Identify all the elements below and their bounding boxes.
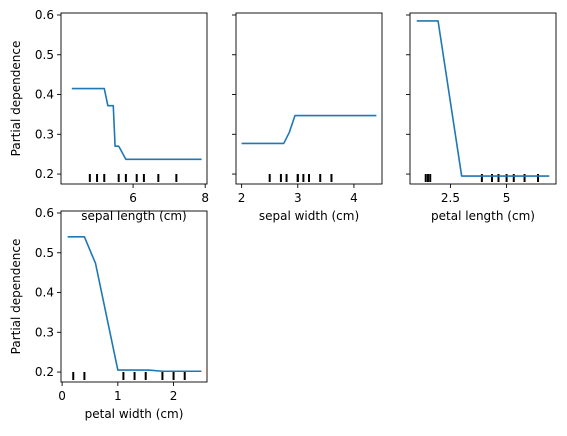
pd-panel-3: 2.5 5 petal length (cm) (406, 12, 557, 223)
x-tick-label: 2.5 (441, 191, 460, 205)
y-tick-label: 0.2 (35, 167, 54, 181)
x-tick-label: 3 (294, 191, 302, 205)
pd-series-line (416, 20, 550, 177)
axes-frame (235, 12, 383, 185)
x-tick-label: 4 (350, 191, 358, 205)
pd-series-line (71, 87, 202, 161)
pd-series-line (241, 114, 377, 145)
y-tick-label: 0.3 (35, 325, 54, 339)
x-axis-label: sepal length (cm) (81, 209, 186, 223)
axes-frame (60, 12, 208, 185)
axes-frame (409, 12, 557, 185)
x-axis-label: sepal width (cm) (259, 209, 359, 223)
x-tick-label: 8 (201, 191, 209, 205)
x-axis-label: petal length (cm) (431, 209, 535, 223)
x-tick-label: 2 (238, 191, 246, 205)
x-tick-label: 1 (114, 389, 122, 403)
x-tick-label: 5 (503, 191, 511, 205)
y-tick-label: 0.3 (35, 127, 54, 141)
y-tick-label: 0.5 (35, 246, 54, 260)
x-axis-label: petal width (cm) (85, 407, 184, 421)
pd-panel-4: 0.2 0.3 0.4 0.5 0.6 0 1 2 petal width (cm) Partia… (9, 206, 208, 421)
y-axis-label: Partial dependence (9, 239, 23, 355)
y-tick-label: 0.6 (35, 8, 54, 22)
y-tick-label: 0.5 (35, 48, 54, 62)
y-axis-label: Partial dependence (9, 41, 23, 157)
x-tick-label: 0 (58, 389, 66, 403)
pd-series-line (67, 236, 202, 373)
y-tick-label: 0.4 (35, 286, 54, 300)
x-tick-label: 2 (170, 389, 178, 403)
pd-panel-1: 0.2 0.3 0.4 0.5 0.6 6 8 sepal length (cm) Partia… (9, 8, 209, 223)
pd-panel-2: 2 3 4 sepal width (cm) (232, 12, 383, 223)
y-tick-label: 0.2 (35, 365, 54, 379)
x-tick-label: 6 (129, 191, 137, 205)
y-tick-label: 0.6 (35, 206, 54, 220)
y-tick-label: 0.4 (35, 88, 54, 102)
axes-frame (60, 210, 208, 383)
